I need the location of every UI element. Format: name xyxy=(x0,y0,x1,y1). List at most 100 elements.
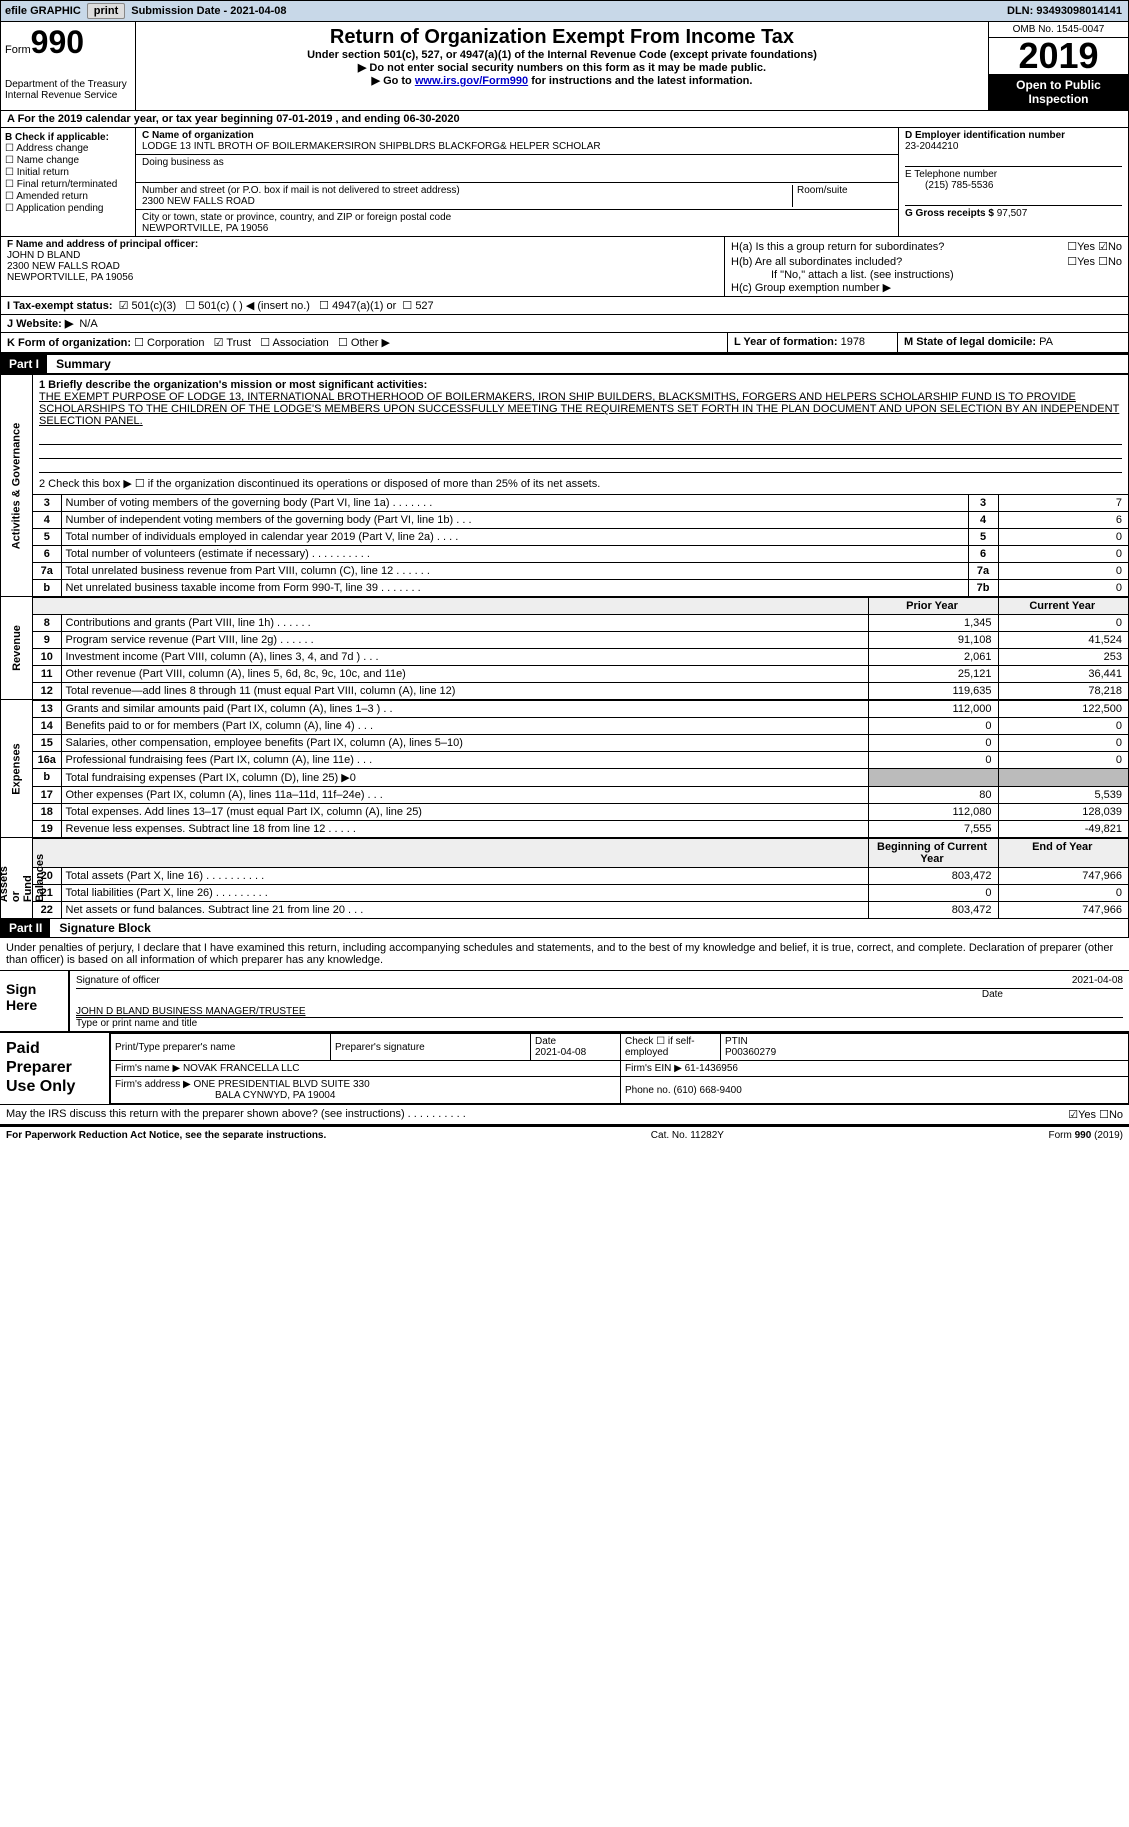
row-desc: Total fundraising expenses (Part IX, col… xyxy=(61,769,868,787)
i-label: I Tax-exempt status: xyxy=(7,300,113,312)
row-ref: 7a xyxy=(968,563,998,580)
hb-label: H(b) Are all subordinates included? xyxy=(731,256,902,268)
row-desc: Salaries, other compensation, employee b… xyxy=(61,735,868,752)
dln-label: DLN: 93493098014141 xyxy=(1007,5,1128,17)
j-label: J Website: ▶ xyxy=(7,317,73,330)
row-prior xyxy=(868,769,998,787)
row-prior: 2,061 xyxy=(868,649,998,666)
row-curr: 0 xyxy=(998,752,1128,769)
signer-name: JOHN D BLAND BUSINESS MANAGER/TRUSTEE xyxy=(76,1006,305,1017)
header-left: Form990 Department of the Treasury Inter… xyxy=(1,22,136,110)
row-val: 7 xyxy=(998,495,1128,512)
i-opt1[interactable]: ☑ 501(c)(3) xyxy=(119,299,177,312)
row-desc: Contributions and grants (Part VIII, lin… xyxy=(61,615,868,632)
box-h: H(a) Is this a group return for subordin… xyxy=(725,237,1128,296)
row-num: 16a xyxy=(33,752,61,769)
row-num: 6 xyxy=(33,546,61,563)
dba-label: Doing business as xyxy=(142,157,224,168)
box-c: C Name of organization LODGE 13 INTL BRO… xyxy=(136,128,898,236)
box-b-title: B Check if applicable: xyxy=(5,132,131,143)
row-num: 5 xyxy=(33,529,61,546)
part2-label: Part II xyxy=(1,919,50,937)
row-prior: 7,555 xyxy=(868,821,998,838)
row-desc: Net unrelated business taxable income fr… xyxy=(61,580,968,597)
chk-address[interactable]: ☐ Address change xyxy=(5,143,131,154)
officer-group-row: F Name and address of principal officer:… xyxy=(0,237,1129,297)
hb-note: If "No," attach a list. (see instruction… xyxy=(731,269,1122,281)
discuss-q: May the IRS discuss this return with the… xyxy=(6,1108,466,1121)
row-curr: 128,039 xyxy=(998,804,1128,821)
declaration-text: Under penalties of perjury, I declare th… xyxy=(0,938,1129,970)
row-curr: 5,539 xyxy=(998,787,1128,804)
row-curr: 0 xyxy=(998,718,1128,735)
line-i: I Tax-exempt status: ☑ 501(c)(3) ☐ 501(c… xyxy=(0,297,1129,315)
rev-vlabel: Revenue xyxy=(1,597,33,699)
sig-label: Signature of officer xyxy=(76,975,160,986)
row-ref: 7b xyxy=(968,580,998,597)
row-prior: 0 xyxy=(868,718,998,735)
k-label: K Form of organization: xyxy=(7,337,131,349)
row-prior: 80 xyxy=(868,787,998,804)
chk-name[interactable]: ☐ Name change xyxy=(5,155,131,166)
chk-initial[interactable]: ☐ Initial return xyxy=(5,167,131,178)
footer-line: For Paperwork Reduction Act Notice, see … xyxy=(0,1126,1129,1144)
row-desc: Number of independent voting members of … xyxy=(61,512,968,529)
ein-value: 23-2044210 xyxy=(905,141,1122,152)
hb-answers: ☐Yes ☐No xyxy=(1067,255,1122,268)
tax-period: A For the 2019 calendar year, or tax yea… xyxy=(0,110,1129,128)
i-opt3[interactable]: ☐ 4947(a)(1) or xyxy=(319,299,396,312)
room-label: Room/suite xyxy=(792,185,892,207)
firm-name: Firm's name ▶ NOVAK FRANCELLA LLC xyxy=(111,1061,621,1077)
row-desc: Professional fundraising fees (Part IX, … xyxy=(61,752,868,769)
form-footer: Form 990 (2019) xyxy=(1049,1130,1123,1141)
row-val: 0 xyxy=(998,580,1128,597)
row-desc: Net assets or fund balances. Subtract li… xyxy=(61,902,868,919)
row-prior: 803,472 xyxy=(868,902,998,919)
subtitle-1: Under section 501(c), 527, or 4947(a)(1)… xyxy=(142,49,982,61)
mission-text: THE EXEMPT PURPOSE OF LODGE 13, INTERNAT… xyxy=(39,391,1119,427)
ein-label: D Employer identification number xyxy=(905,130,1122,141)
header-right: OMB No. 1545-0047 2019 Open to Public In… xyxy=(988,22,1128,110)
box-f: F Name and address of principal officer:… xyxy=(1,237,725,296)
chk-pending[interactable]: ☐ Application pending xyxy=(5,203,131,214)
efile-label: efile GRAPHIC xyxy=(1,5,85,17)
row-num: 7a xyxy=(33,563,61,580)
firm-ein: Firm's EIN ▶ 61-1436956 xyxy=(621,1061,1129,1077)
row-curr: 747,966 xyxy=(998,868,1128,885)
row-num: 13 xyxy=(33,701,61,718)
row-num: 8 xyxy=(33,615,61,632)
phone-value: (215) 785-5536 xyxy=(905,180,993,191)
chk-amended[interactable]: ☐ Amended return xyxy=(5,191,131,202)
subtitle-3: ▶ Go to www.irs.gov/Form990 for instruct… xyxy=(142,74,982,87)
sub3-pre: ▶ Go to xyxy=(372,75,415,87)
chk-final[interactable]: ☐ Final return/terminated xyxy=(5,179,131,190)
paid-body: Print/Type preparer's name Preparer's si… xyxy=(110,1033,1129,1104)
row-desc: Total number of individuals employed in … xyxy=(61,529,968,546)
print-button[interactable]: print xyxy=(87,3,125,19)
row-desc: Total expenses. Add lines 13–17 (must eq… xyxy=(61,804,868,821)
subtitle-2: ▶ Do not enter social security numbers o… xyxy=(142,61,982,74)
row-desc: Total unrelated business revenue from Pa… xyxy=(61,563,968,580)
activities-governance: Activities & Governance 1 Briefly descri… xyxy=(0,374,1129,597)
i-opt2[interactable]: ☐ 501(c) ( ) ◀ (insert no.) xyxy=(185,299,310,312)
prep-sig-hdr: Preparer's signature xyxy=(331,1034,531,1061)
l-value: 1978 xyxy=(841,336,865,348)
row-desc: Program service revenue (Part VIII, line… xyxy=(61,632,868,649)
preparer-table: Print/Type preparer's name Preparer's si… xyxy=(110,1033,1129,1104)
row-num: 3 xyxy=(33,495,61,512)
row-prior: 0 xyxy=(868,752,998,769)
line-m: M State of legal domicile: PA xyxy=(898,333,1128,352)
i-opt4[interactable]: ☐ 527 xyxy=(402,299,433,312)
row-desc: Total revenue—add lines 8 through 11 (mu… xyxy=(61,683,868,700)
submission-date: Submission Date - 2021-04-08 xyxy=(127,5,290,17)
entity-info-row: B Check if applicable: ☐ Address change … xyxy=(0,128,1129,237)
row-ref: 4 xyxy=(968,512,998,529)
row-prior: 0 xyxy=(868,885,998,902)
form-number: 990 xyxy=(31,24,84,60)
addr-label: Number and street (or P.O. box if mail i… xyxy=(142,185,460,196)
row-num: 14 xyxy=(33,718,61,735)
blank-line xyxy=(39,431,1122,445)
row-curr: 41,524 xyxy=(998,632,1128,649)
net-vlabel: Net Assets or Fund Balances xyxy=(1,838,33,918)
irs-link[interactable]: www.irs.gov/Form990 xyxy=(415,75,528,87)
